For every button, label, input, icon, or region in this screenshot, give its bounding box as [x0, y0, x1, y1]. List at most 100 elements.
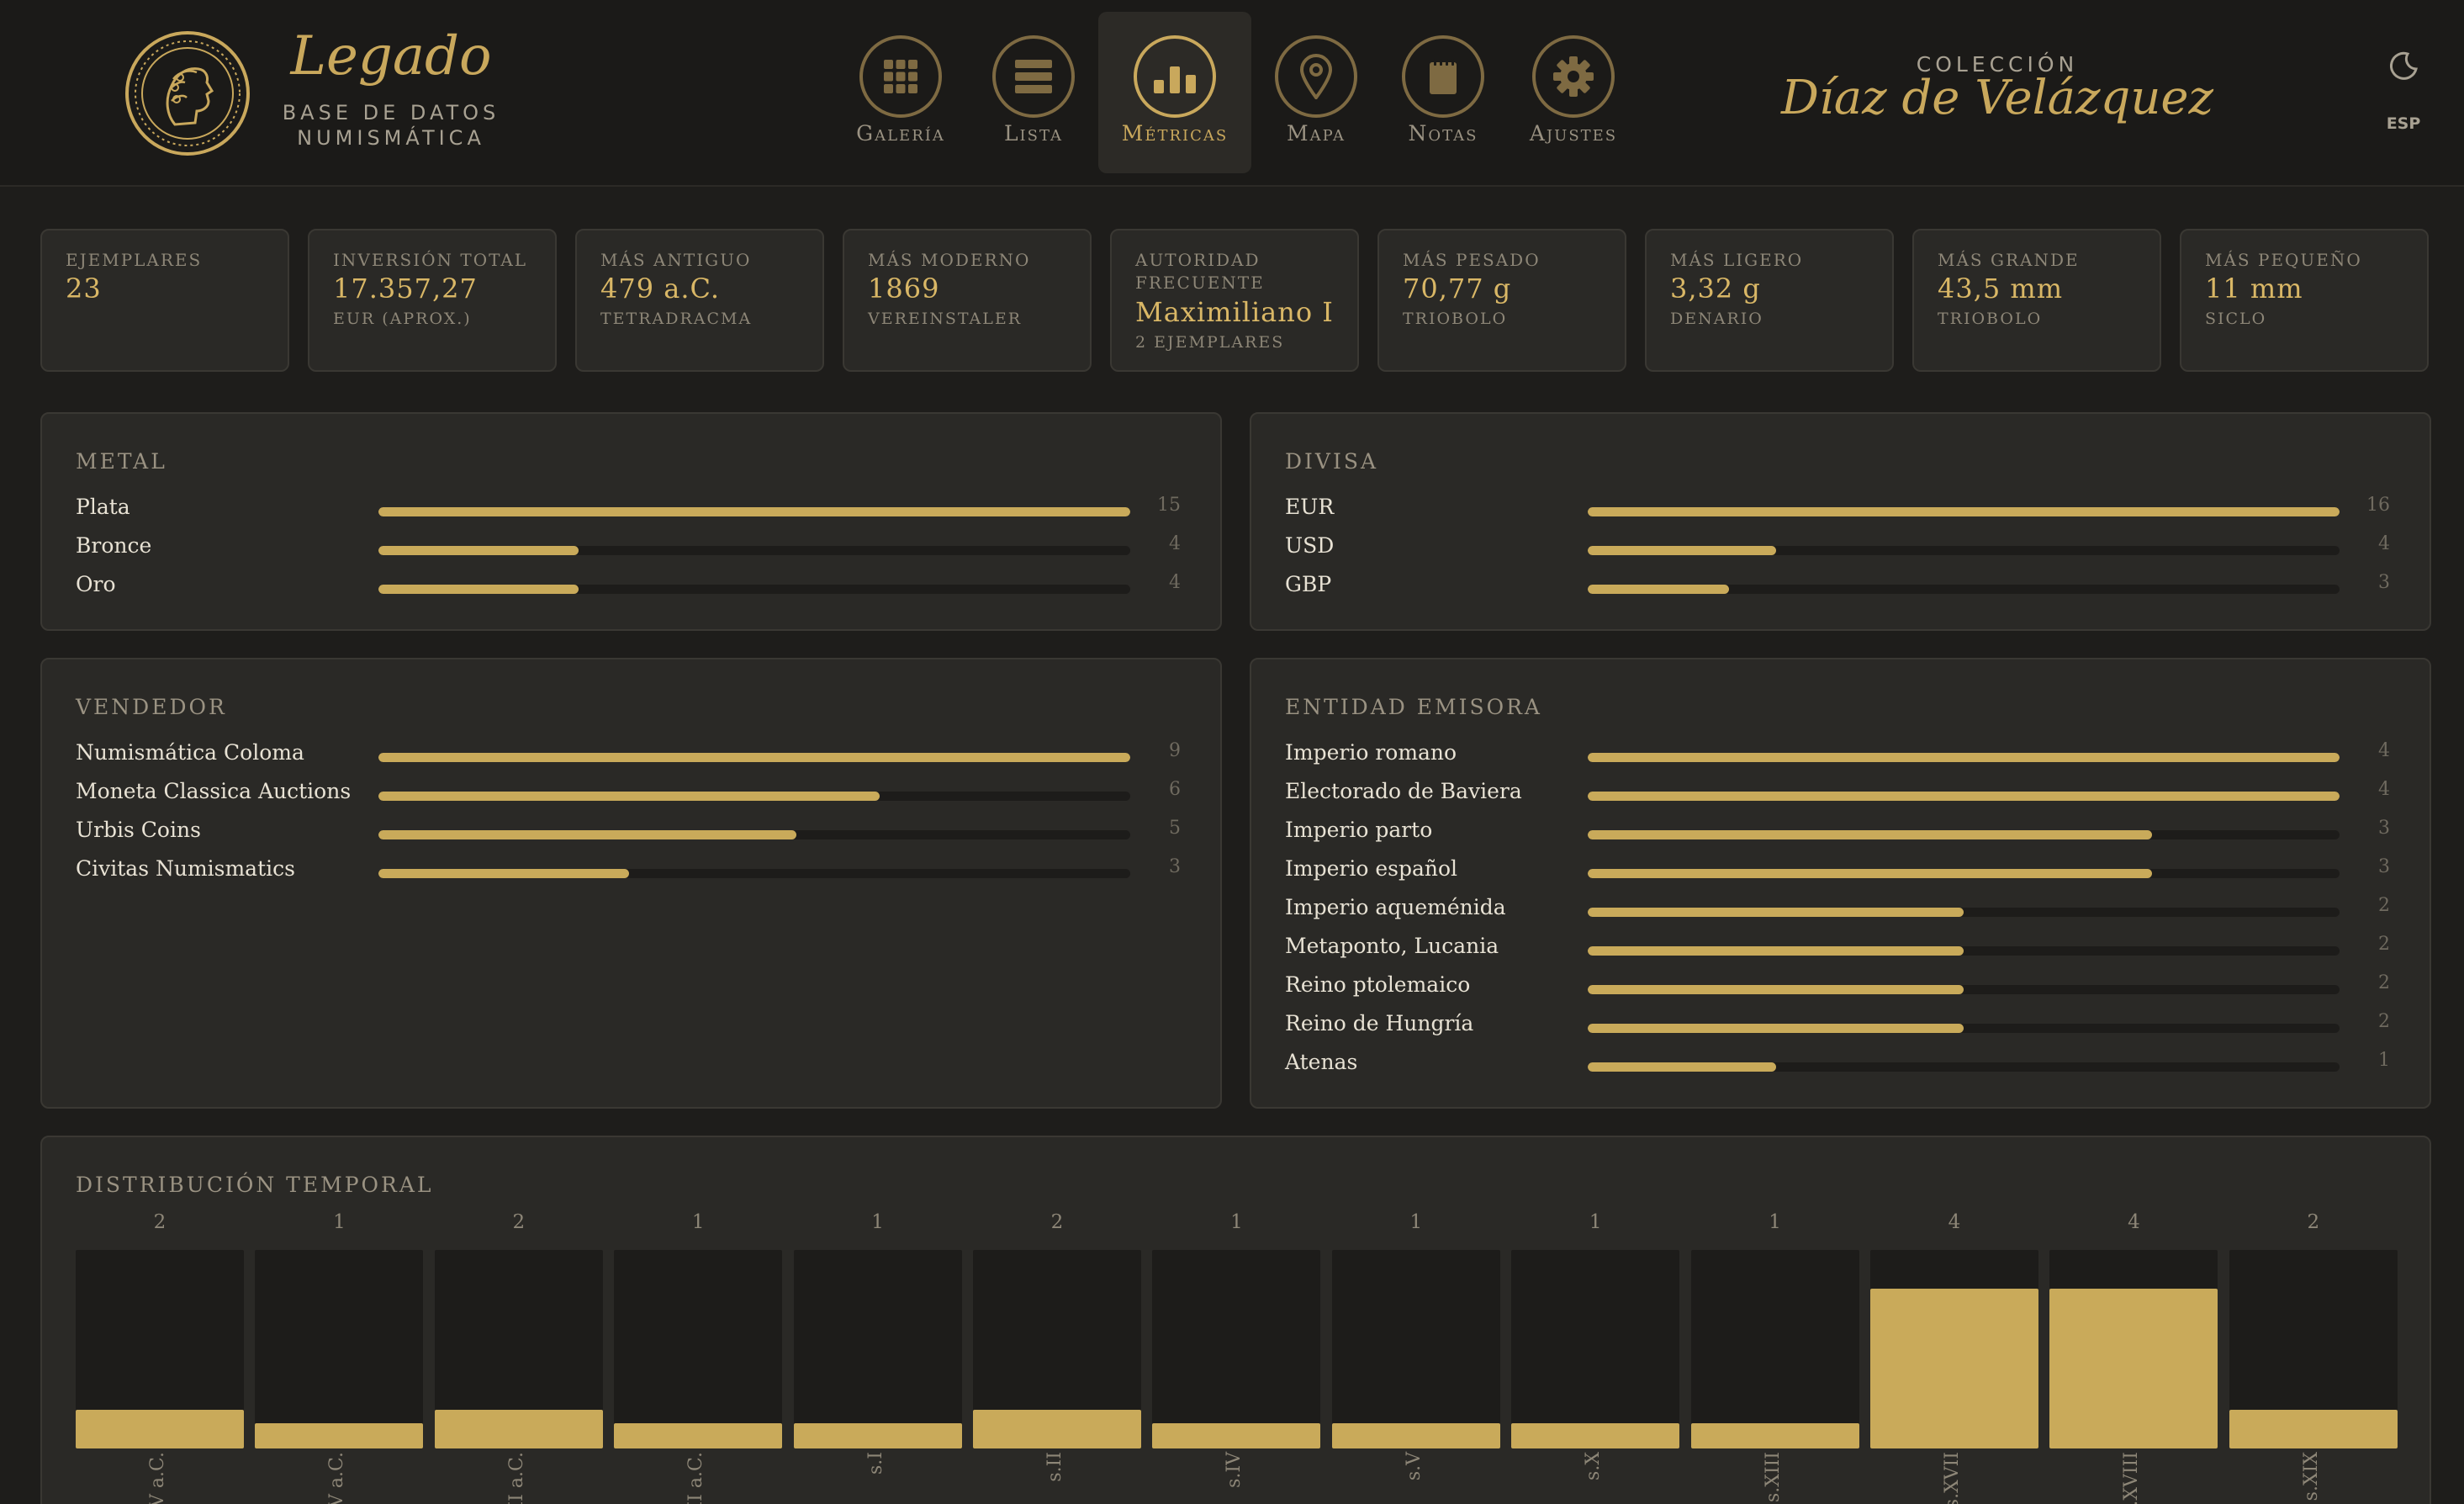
row-label: Electorado de Baviera	[1285, 779, 1522, 803]
chart-title: Distribución temporal	[76, 1173, 434, 1197]
bar-chart-icon	[1134, 35, 1216, 118]
stat-value: 43,5 mm	[1938, 273, 2064, 305]
stat-value: Maximiliano I	[1135, 296, 1334, 328]
column-bar[interactable]	[973, 1410, 1141, 1448]
row-label: Imperio aqueménida	[1285, 895, 1506, 919]
row-label: USD	[1285, 533, 1335, 558]
column-count: 1	[1769, 1211, 1781, 1233]
column-box	[2229, 1250, 2398, 1448]
row-track	[1588, 1062, 2340, 1072]
row-track	[378, 507, 1130, 516]
row-fill	[1588, 753, 2340, 762]
column-bar[interactable]	[1331, 1423, 1500, 1448]
stat-label: Inversión total	[333, 250, 528, 270]
stat-sub: 2 ejemplares	[1135, 333, 1285, 352]
column-bar[interactable]	[76, 1410, 244, 1448]
row-label: Imperio romano	[1285, 740, 1457, 765]
column-label: s.IV a.C.	[326, 1452, 348, 1504]
stat-card-ejemplares: Ejemplares 23	[40, 229, 289, 372]
column-bar[interactable]	[1690, 1423, 1859, 1448]
row-label: Metaponto, Lucania	[1285, 934, 1499, 958]
column-bar[interactable]	[1511, 1423, 1680, 1448]
nav-label: Métricas	[1121, 121, 1229, 146]
stat-sub: Tetradracma	[600, 310, 753, 328]
stat-card-autoridad: Autoridad frecuente Maximiliano I 2 ejem…	[1110, 229, 1359, 372]
row-count: 4	[1169, 533, 1181, 554]
nav-galeria[interactable]: Galería	[824, 12, 977, 173]
nav-mapa[interactable]: Mapa	[1240, 12, 1393, 173]
column-bar[interactable]	[1870, 1289, 2038, 1448]
row-fill	[1588, 946, 1964, 956]
row-count: 3	[2378, 572, 2390, 593]
column-bar[interactable]	[793, 1423, 962, 1448]
row-label: Imperio parto	[1285, 818, 1433, 842]
column-bar[interactable]	[1152, 1423, 1321, 1448]
row-track	[1588, 792, 2340, 801]
column-box	[2049, 1250, 2218, 1448]
column-box	[434, 1250, 603, 1448]
row-fill	[378, 507, 1130, 516]
row-label: GBP	[1285, 572, 1332, 596]
column-count: 1	[333, 1211, 346, 1233]
row-track	[1588, 946, 2340, 956]
stat-label: Más moderno	[868, 250, 1031, 270]
row-fill	[1588, 830, 2152, 839]
row-track	[378, 585, 1130, 594]
stat-value: 479 a.C.	[600, 273, 721, 305]
language-selector[interactable]: ESP	[2386, 114, 2421, 133]
stat-label: Más antiguo	[600, 250, 752, 270]
column-count: 2	[512, 1211, 526, 1233]
nav-lista[interactable]: Lista	[957, 12, 1110, 173]
moon-icon[interactable]	[2384, 47, 2421, 84]
row-fill	[378, 792, 880, 801]
vendedor-panel: Vendedor Numismática Coloma 9 Moneta Cla…	[40, 658, 1222, 1109]
column-bar[interactable]	[2049, 1289, 2218, 1448]
row-count: 9	[1169, 740, 1181, 761]
column-label: s.XVII	[1942, 1452, 1963, 1504]
row-fill	[378, 585, 579, 594]
column-count: 1	[1589, 1211, 1602, 1233]
row-track	[378, 753, 1130, 762]
row-count: 2	[2378, 1011, 2390, 1032]
nav-notas[interactable]: Notas	[1367, 12, 1520, 173]
column-bar[interactable]	[255, 1423, 424, 1448]
brand-subtitle-line1: BASE DE DATOS	[282, 101, 500, 124]
row-count: 3	[2378, 818, 2390, 839]
divisa-panel: Divisa EUR 16 USD 4 GBP 3	[1250, 412, 2431, 631]
nav-metricas[interactable]: Métricas	[1098, 12, 1251, 173]
map-pin-icon	[1275, 35, 1357, 118]
row-fill	[1588, 792, 2340, 801]
nav-ajustes[interactable]: Ajustes	[1497, 12, 1650, 173]
stat-label: Más grande	[1938, 250, 2080, 270]
column-count: 2	[2307, 1211, 2320, 1233]
collection-name: Díaz de Velázquez	[1780, 71, 2214, 125]
column-bar[interactable]	[2229, 1410, 2398, 1448]
notepad-icon	[1402, 35, 1484, 118]
grid-icon	[859, 35, 942, 118]
column-label: s.XIII	[1762, 1452, 1784, 1503]
row-count: 3	[2378, 856, 2390, 877]
panel-title: Entidad emisora	[1285, 695, 1542, 719]
stat-sub: Triobolo	[1938, 310, 2043, 328]
stat-card-mas-grande: Más grande 43,5 mm Triobolo	[1912, 229, 2161, 372]
column-box	[1870, 1250, 2038, 1448]
column-bar[interactable]	[614, 1423, 783, 1448]
coin-logo-icon[interactable]	[124, 30, 251, 156]
row-count: 2	[2378, 972, 2390, 993]
row-fill	[378, 753, 1130, 762]
column-bar[interactable]	[434, 1410, 603, 1448]
row-track	[1588, 507, 2340, 516]
nav-label: Mapa	[1286, 121, 1346, 146]
brand-name: Legado	[290, 25, 492, 87]
row-count: 16	[2366, 495, 2390, 516]
column-count: 1	[871, 1211, 884, 1233]
row-label: Civitas Numismatics	[76, 856, 295, 881]
column-count: 1	[1409, 1211, 1423, 1233]
stat-label: Más pequeño	[2205, 250, 2362, 270]
collection-label: COLECCIÓN	[1916, 52, 2079, 77]
column-label: s.III a.C.	[505, 1452, 527, 1504]
column-label: s.V a.C.	[147, 1452, 168, 1504]
panel-title: Vendedor	[76, 695, 227, 719]
nav-label: Ajustes	[1529, 121, 1618, 146]
stat-label: Autoridad frecuente	[1135, 250, 1265, 293]
